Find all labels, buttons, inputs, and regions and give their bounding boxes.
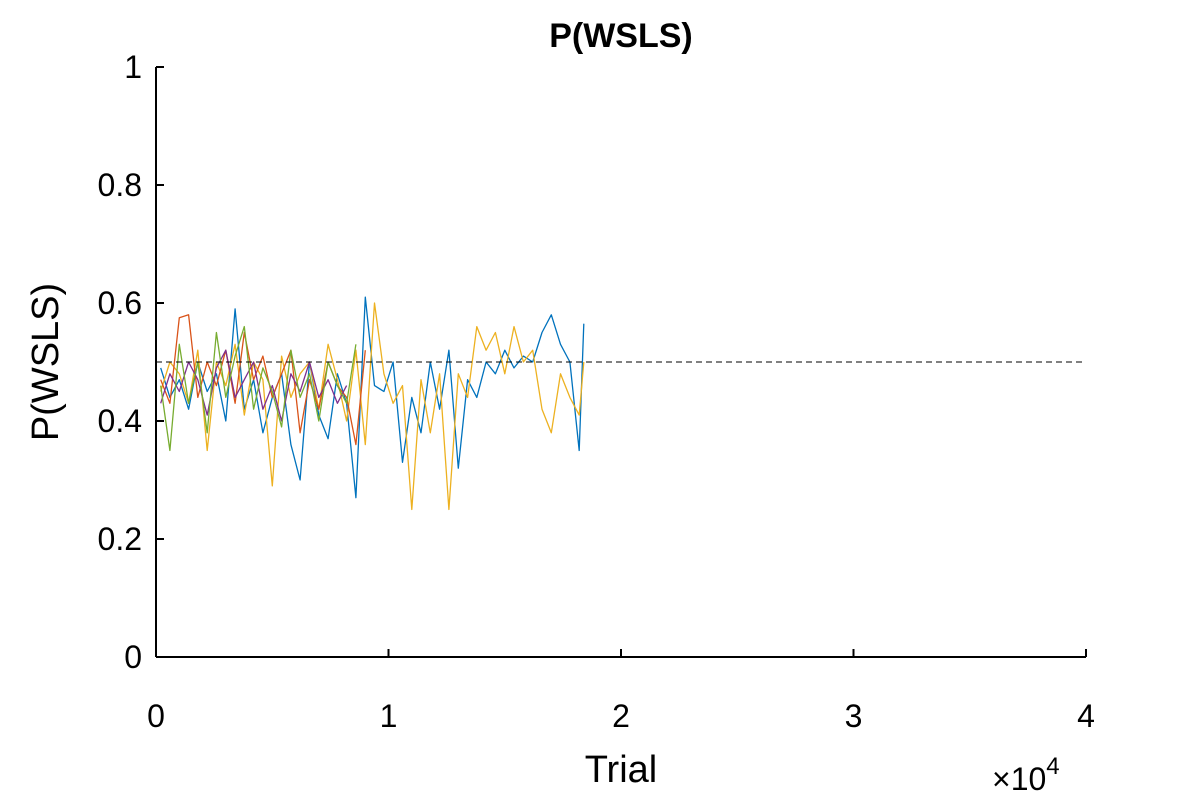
y-tick-label: 0.6	[98, 285, 142, 321]
x-exponent-label: ×104	[992, 753, 1060, 797]
x-tick-label: 4	[1077, 698, 1095, 734]
series-line-1	[160, 296, 585, 499]
x-tick-label: 0	[147, 698, 165, 734]
y-axis-label: P(WSLS)	[25, 283, 67, 441]
series-line-4	[160, 349, 348, 422]
y-tick-label: 0	[124, 639, 142, 675]
x-exponent-base: ×10	[992, 761, 1046, 797]
y-ticks-group: 0 0.2 0.4 0.6 0.8 1	[98, 49, 164, 675]
x-tick-label: 1	[380, 698, 398, 734]
series-group	[160, 296, 585, 511]
chart-title: P(WSLS)	[549, 17, 693, 55]
series-line-2	[160, 302, 585, 511]
x-ticks-group: 0 1 2 3 4	[147, 649, 1095, 734]
y-tick-label: 1	[124, 49, 142, 85]
y-tick-label: 0.4	[98, 403, 142, 439]
x-tick-label: 2	[612, 698, 630, 734]
x-tick-label: 3	[845, 698, 863, 734]
y-tick-label: 0.8	[98, 167, 142, 203]
x-axis-label: Trial	[585, 749, 657, 791]
series-line-5	[160, 325, 357, 452]
y-tick-label: 0.2	[98, 521, 142, 557]
x-exponent-power: 4	[1046, 753, 1059, 780]
